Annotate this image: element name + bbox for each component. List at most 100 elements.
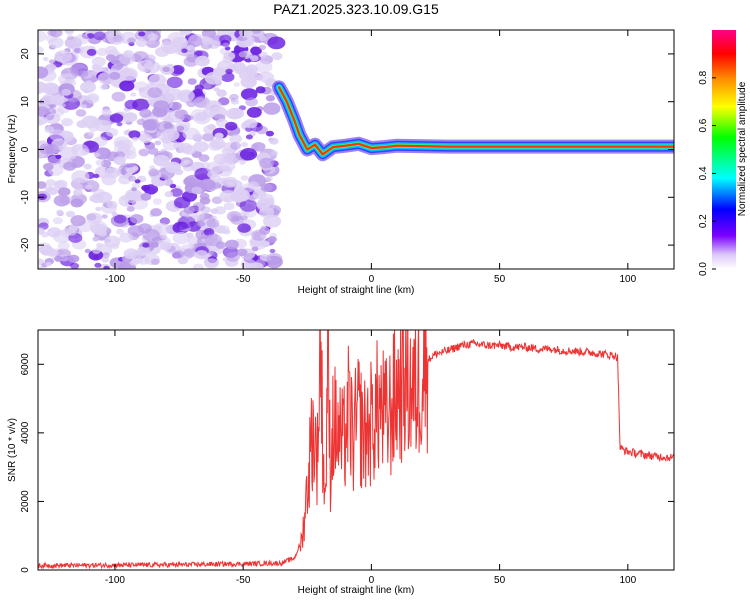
noise-speckle xyxy=(73,188,83,196)
noise-speckle xyxy=(41,231,49,238)
noise-speckle xyxy=(38,265,44,269)
noise-speckle xyxy=(183,248,197,258)
noise-speckle xyxy=(135,39,148,47)
noise-speckle xyxy=(194,250,209,260)
x-tick-label: 50 xyxy=(494,575,506,586)
noise-speckle xyxy=(39,143,55,155)
snr-point xyxy=(166,564,167,565)
noise-speckle xyxy=(222,42,230,48)
snr-point xyxy=(414,395,415,396)
noise-speckle xyxy=(239,199,258,212)
noise-speckle xyxy=(138,31,146,37)
noise-speckle xyxy=(199,192,210,200)
noise-speckle xyxy=(192,202,206,212)
noise-speckle xyxy=(172,36,188,48)
noise-speckle xyxy=(264,198,275,206)
noise-speckle xyxy=(124,99,138,110)
noise-speckle xyxy=(104,235,121,248)
noise-speckle xyxy=(161,234,168,239)
noise-speckle xyxy=(248,194,258,201)
noise-speckle xyxy=(131,187,137,192)
noise-speckle xyxy=(101,257,110,263)
snr-point xyxy=(448,350,449,351)
snr-panel: -100 -50 0 50 100 0 2000 4000 6000 Height of str… xyxy=(7,329,675,596)
noise-speckle xyxy=(83,163,92,170)
noise-speckle xyxy=(240,141,248,148)
colorbar-ticks: 0.0 0.2 0.4 0.6 0.8 xyxy=(698,70,716,276)
noise-speckle xyxy=(211,196,223,204)
noise-speckle xyxy=(187,78,197,85)
noise-speckle xyxy=(214,132,224,140)
noise-speckle xyxy=(219,190,237,203)
noise-speckle xyxy=(85,184,93,190)
noise-speckle xyxy=(70,262,80,269)
colorbar-tick-label: 0.0 xyxy=(698,262,709,276)
noise-speckle xyxy=(44,186,54,193)
noise-speckle xyxy=(61,88,71,96)
snr-point xyxy=(653,456,654,457)
x-tick-label: 100 xyxy=(619,575,636,586)
noise-speckle xyxy=(249,55,259,62)
noise-speckle xyxy=(38,66,49,79)
noise-speckle xyxy=(202,37,214,46)
noise-speckle xyxy=(95,206,102,212)
noise-speckle xyxy=(65,210,76,218)
noise-speckle xyxy=(140,193,152,201)
noise-speckle xyxy=(217,225,230,234)
noise-speckle xyxy=(134,179,141,184)
noise-speckle xyxy=(225,239,239,250)
noise-speckle xyxy=(52,230,72,244)
noise-speckle xyxy=(121,139,133,149)
noise-speckle xyxy=(188,244,195,249)
noise-speckle xyxy=(263,214,282,228)
noise-speckle xyxy=(258,207,275,219)
noise-speckle xyxy=(85,80,92,85)
noise-speckle xyxy=(123,50,134,58)
spectrogram-xlabel: Height of straight line (km) xyxy=(298,285,415,296)
noise-speckle xyxy=(106,200,118,209)
snr-point xyxy=(525,347,526,348)
snr-point xyxy=(330,467,331,468)
snr-point xyxy=(312,429,313,430)
noise-speckle xyxy=(45,113,61,124)
noise-speckle xyxy=(124,163,139,174)
noise-speckle xyxy=(174,109,189,120)
noise-speckle xyxy=(130,214,144,224)
signal-track xyxy=(272,80,674,162)
noise-speckle xyxy=(240,258,257,269)
noise-speckle xyxy=(60,103,66,108)
noise-speckle xyxy=(132,136,139,142)
noise-speckle xyxy=(238,186,246,192)
colorbar-gradient xyxy=(712,30,736,269)
noise-speckle xyxy=(38,30,47,43)
noise-speckle xyxy=(177,256,189,265)
y-tick-label: 20 xyxy=(20,48,31,60)
noise-speckle xyxy=(119,67,138,81)
noise-speckle xyxy=(237,223,251,233)
noise-speckle xyxy=(104,167,120,179)
snr-point xyxy=(325,504,326,505)
noise-speckle xyxy=(42,56,49,62)
noise-speckle xyxy=(240,175,249,181)
noise-speckle xyxy=(90,223,107,235)
noise-speckle xyxy=(93,173,100,179)
noise-speckle xyxy=(128,175,137,182)
noise-speckle xyxy=(223,202,235,211)
noise-speckle xyxy=(191,211,205,221)
noise-speckle xyxy=(251,246,259,252)
snr-series-line xyxy=(38,330,674,570)
noise-speckle xyxy=(53,194,70,207)
snr-point xyxy=(486,345,487,346)
snr-point xyxy=(337,432,338,433)
x-tick-label: -100 xyxy=(105,575,125,586)
noise-speckle xyxy=(105,127,119,137)
noise-speckle xyxy=(85,94,100,104)
x-tick-label: -100 xyxy=(105,274,125,285)
noise-speckle xyxy=(138,148,150,157)
noise-speckle xyxy=(179,30,192,36)
snr-point xyxy=(512,347,513,348)
noise-speckle xyxy=(162,66,171,73)
noise-speckle xyxy=(109,113,124,123)
noise-speckle xyxy=(246,107,262,118)
